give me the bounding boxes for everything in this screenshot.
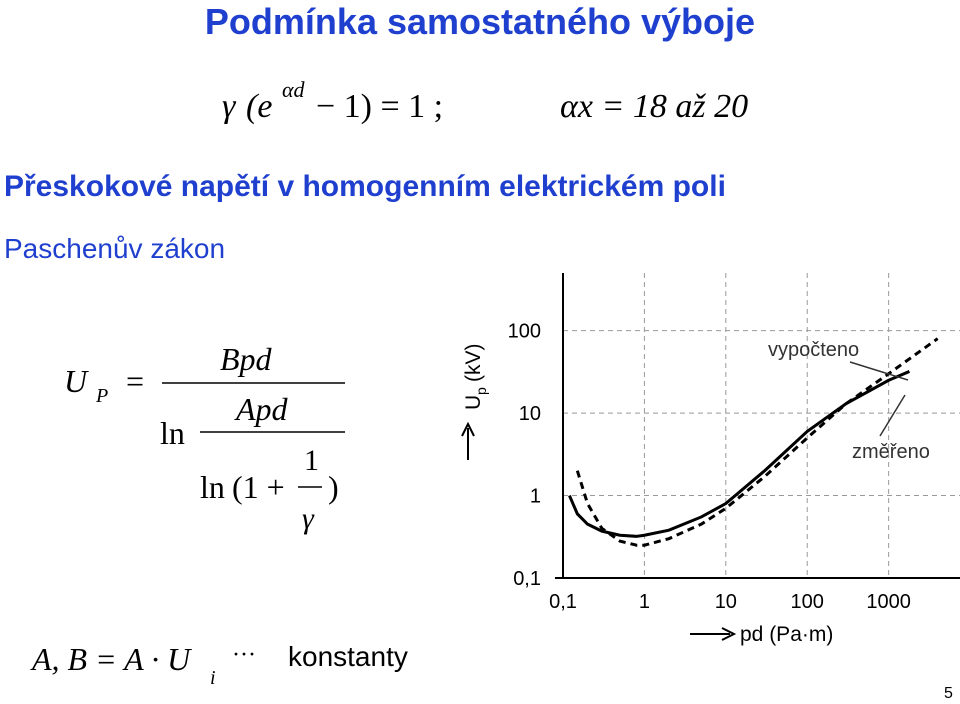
- heading: Přeskokové napětí v homogenním elektrick…: [4, 170, 726, 203]
- formula: A, B = A · U: [30, 641, 192, 677]
- subheading: Paschenův zákon: [4, 233, 225, 264]
- formula: αx = 18 až 20: [560, 88, 748, 125]
- formula: U: [64, 363, 89, 399]
- x-tick-label: 100: [791, 591, 824, 613]
- formula: (e: [246, 88, 272, 125]
- formula: Apd: [234, 391, 289, 427]
- formula: γ: [302, 502, 315, 535]
- y-tick-label: 100: [508, 321, 541, 343]
- x-tick-label: 1: [639, 591, 650, 613]
- page-number: 5: [944, 685, 953, 702]
- y-axis-label: Up (kV): [462, 344, 489, 411]
- y-tick-label: 10: [519, 403, 541, 425]
- x-tick-label: 0,1: [549, 591, 577, 613]
- formula: ): [328, 469, 339, 505]
- x-tick-label: 1000: [866, 591, 911, 613]
- formula: − 1) = 1 ;: [316, 88, 443, 125]
- formula: P: [95, 385, 108, 407]
- formula: (1 +: [232, 469, 285, 505]
- formula: Bpd: [220, 341, 273, 377]
- formula-text: konstanty: [288, 641, 408, 672]
- formula: i: [210, 667, 216, 689]
- formula: ···: [232, 642, 256, 668]
- formula: αd: [282, 77, 306, 102]
- series-label: vypočteno: [768, 339, 859, 361]
- y-axis-label: U: [462, 395, 485, 410]
- x-tick-label: 10: [715, 591, 737, 613]
- label-arrow: [879, 394, 906, 437]
- series-label: změřeno: [852, 441, 930, 463]
- y-tick-label: 1: [530, 486, 541, 508]
- chart: 0,1 1 10 100 0,1 1 10 100 1000 pd (Pa·m) Up (kV) změ…: [461, 273, 960, 646]
- y-axis-label: (kV): [462, 344, 485, 383]
- y-axis-label: p: [473, 387, 489, 395]
- x-axis-label: pd (Pa·m): [740, 623, 833, 646]
- formula: ln: [200, 469, 225, 505]
- title: Podmínka samostatného výboje: [205, 1, 755, 42]
- y-tick-label: 0,1: [513, 568, 541, 590]
- formula: γ: [222, 88, 237, 125]
- line: [575, 337, 939, 547]
- line: [568, 370, 911, 538]
- axis-arrow: [690, 627, 737, 641]
- formula: ln: [160, 415, 185, 451]
- formula: 1: [304, 444, 319, 477]
- label-arrow: [849, 361, 909, 381]
- axis-arrow: [461, 421, 475, 460]
- formula: =: [126, 363, 144, 399]
